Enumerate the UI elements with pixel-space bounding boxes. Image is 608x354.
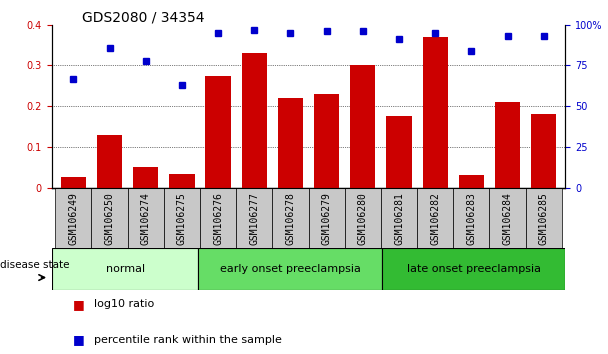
Bar bbox=[206, 76, 231, 188]
Text: late onset preeclampsia: late onset preeclampsia bbox=[407, 264, 541, 274]
Bar bbox=[52, 248, 198, 290]
Text: normal: normal bbox=[106, 264, 145, 274]
Text: GSM106275: GSM106275 bbox=[177, 193, 187, 245]
Text: ■: ■ bbox=[73, 333, 85, 346]
Bar bbox=[164, 188, 200, 248]
Bar bbox=[278, 98, 303, 188]
Bar bbox=[423, 37, 448, 188]
Text: GSM106284: GSM106284 bbox=[503, 193, 513, 245]
Text: GSM106279: GSM106279 bbox=[322, 193, 331, 245]
Bar bbox=[417, 188, 454, 248]
Text: GSM106283: GSM106283 bbox=[466, 193, 477, 245]
Text: GDS2080 / 34354: GDS2080 / 34354 bbox=[82, 11, 204, 25]
Bar bbox=[350, 65, 376, 188]
Bar bbox=[169, 174, 195, 188]
Text: GSM106278: GSM106278 bbox=[286, 193, 295, 245]
Bar bbox=[91, 188, 128, 248]
Text: GSM106277: GSM106277 bbox=[249, 193, 259, 245]
Text: GSM106282: GSM106282 bbox=[430, 193, 440, 245]
Bar bbox=[495, 102, 520, 188]
Bar bbox=[55, 188, 91, 248]
Text: early onset preeclampsia: early onset preeclampsia bbox=[219, 264, 361, 274]
Bar bbox=[314, 94, 339, 188]
Bar bbox=[526, 188, 562, 248]
Bar bbox=[133, 167, 159, 188]
Bar bbox=[345, 188, 381, 248]
Bar bbox=[489, 188, 526, 248]
Bar bbox=[272, 188, 308, 248]
Text: log10 ratio: log10 ratio bbox=[94, 299, 154, 309]
Text: GSM106281: GSM106281 bbox=[394, 193, 404, 245]
Text: ■: ■ bbox=[73, 298, 85, 311]
Bar bbox=[386, 116, 412, 188]
Bar bbox=[61, 177, 86, 188]
Bar bbox=[236, 188, 272, 248]
Bar bbox=[128, 188, 164, 248]
Text: GSM106249: GSM106249 bbox=[68, 193, 78, 245]
Text: GSM106250: GSM106250 bbox=[105, 193, 114, 245]
Bar bbox=[382, 248, 565, 290]
Text: percentile rank within the sample: percentile rank within the sample bbox=[94, 335, 282, 345]
Bar bbox=[381, 188, 417, 248]
Bar bbox=[97, 135, 122, 188]
Bar bbox=[198, 248, 382, 290]
Bar bbox=[308, 188, 345, 248]
Text: GSM106274: GSM106274 bbox=[140, 193, 151, 245]
Text: GSM106276: GSM106276 bbox=[213, 193, 223, 245]
Text: GSM106280: GSM106280 bbox=[358, 193, 368, 245]
Bar bbox=[200, 188, 236, 248]
Bar bbox=[241, 53, 267, 188]
Bar bbox=[458, 176, 484, 188]
Text: disease state: disease state bbox=[0, 261, 69, 270]
Bar bbox=[454, 188, 489, 248]
Text: GSM106285: GSM106285 bbox=[539, 193, 549, 245]
Bar bbox=[531, 114, 556, 188]
